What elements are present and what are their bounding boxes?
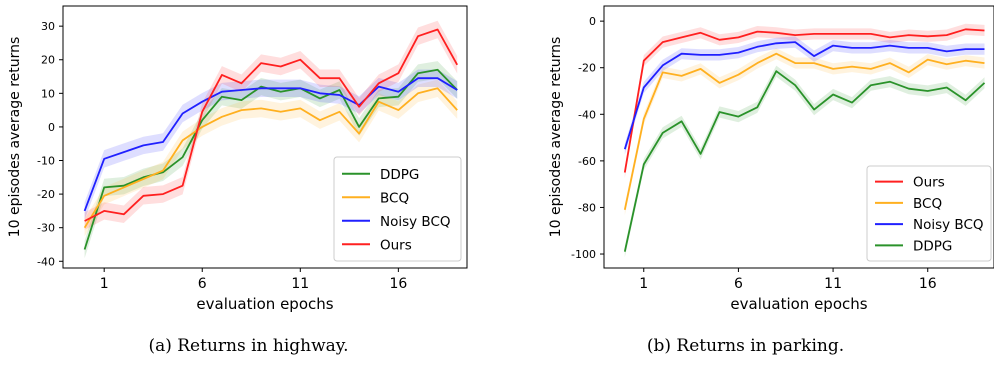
band-ours <box>624 23 985 179</box>
series-line-bcq <box>83 87 458 229</box>
legend-label: DDPG <box>913 238 952 254</box>
legend: DDPG BCQ Noisy BCQ Ours <box>333 156 462 262</box>
caption-highway: (a) Returns in highway. <box>148 336 349 356</box>
band-noisy-bcq <box>624 36 985 155</box>
y-tick-label: 30 <box>41 20 55 33</box>
legend-item-ddpg: DDPG <box>342 167 419 183</box>
legend-item-ours: Ours <box>875 175 945 191</box>
series-line-ours <box>84 28 458 222</box>
band-ours <box>84 20 458 230</box>
band-bcq <box>624 48 985 216</box>
y-axis-label: 10 episodes average returns <box>7 37 23 238</box>
y-tick-label: 20 <box>41 54 55 67</box>
legend-label: DDPG <box>380 167 419 183</box>
legend-label: Noisy BCQ <box>913 217 984 233</box>
legend-label: BCQ <box>380 190 409 206</box>
x-tick-label: 16 <box>389 276 407 292</box>
band-noisy-bcq <box>84 69 458 220</box>
y-tick-label: 0 <box>48 121 55 134</box>
x-tick-label: 11 <box>824 276 842 292</box>
band-ddpg <box>624 65 985 258</box>
series-line-bcq <box>623 52 985 210</box>
y-tick-label: -20 <box>578 62 596 75</box>
y-tick-label: -80 <box>578 201 596 214</box>
y-tick-label: -10 <box>37 155 55 168</box>
band-ddpg <box>84 61 458 259</box>
legend-label: Ours <box>913 175 945 191</box>
legend-item-bcq: BCQ <box>342 190 409 206</box>
legend-item-noisy-bcq: Noisy BCQ <box>875 217 984 233</box>
x-tick-label: 1 <box>100 276 109 292</box>
series-line-noisy-bcq <box>83 77 458 212</box>
legend-item-bcq: BCQ <box>875 196 942 212</box>
caption-parking: (b) Returns in parking. <box>646 336 845 356</box>
y-tick-label: -40 <box>578 108 596 121</box>
legend-label: Noisy BCQ <box>380 214 451 230</box>
series-line-ours <box>623 28 985 173</box>
y-tick-label: -40 <box>37 255 55 268</box>
series-line-noisy-bcq <box>623 41 985 150</box>
y-tick-label: -30 <box>37 222 55 235</box>
axes-frame <box>62 5 468 269</box>
x-tick-label: 6 <box>734 276 743 292</box>
y-axis-label: 10 episodes average returns <box>548 37 564 238</box>
y-tick-label: -100 <box>571 248 596 261</box>
x-tick-label: 11 <box>291 276 309 292</box>
legend-item-ddpg: DDPG <box>875 238 952 254</box>
legend-label: Ours <box>380 237 412 253</box>
legend-box <box>866 165 992 262</box>
y-tick-label: 10 <box>41 87 55 100</box>
legend-item-noisy-bcq: Noisy BCQ <box>342 214 451 230</box>
x-tick-label: 1 <box>639 276 648 292</box>
x-axis-label: evaluation epochs <box>196 295 333 313</box>
y-tick-label: 0 <box>589 15 596 28</box>
series-line-ddpg <box>623 70 986 252</box>
legend-item-ours: Ours <box>342 237 412 253</box>
axes-frame <box>603 5 994 269</box>
legend-box <box>333 156 462 262</box>
x-tick-label: 16 <box>919 276 937 292</box>
y-tick-label: -20 <box>37 188 55 201</box>
y-tick-label: -60 <box>578 155 596 168</box>
x-tick-label: 6 <box>198 276 207 292</box>
legend: Ours BCQ Noisy BCQ DDPG <box>866 165 992 262</box>
x-axis-label: evaluation epochs <box>730 295 867 313</box>
legend-label: BCQ <box>913 196 942 212</box>
